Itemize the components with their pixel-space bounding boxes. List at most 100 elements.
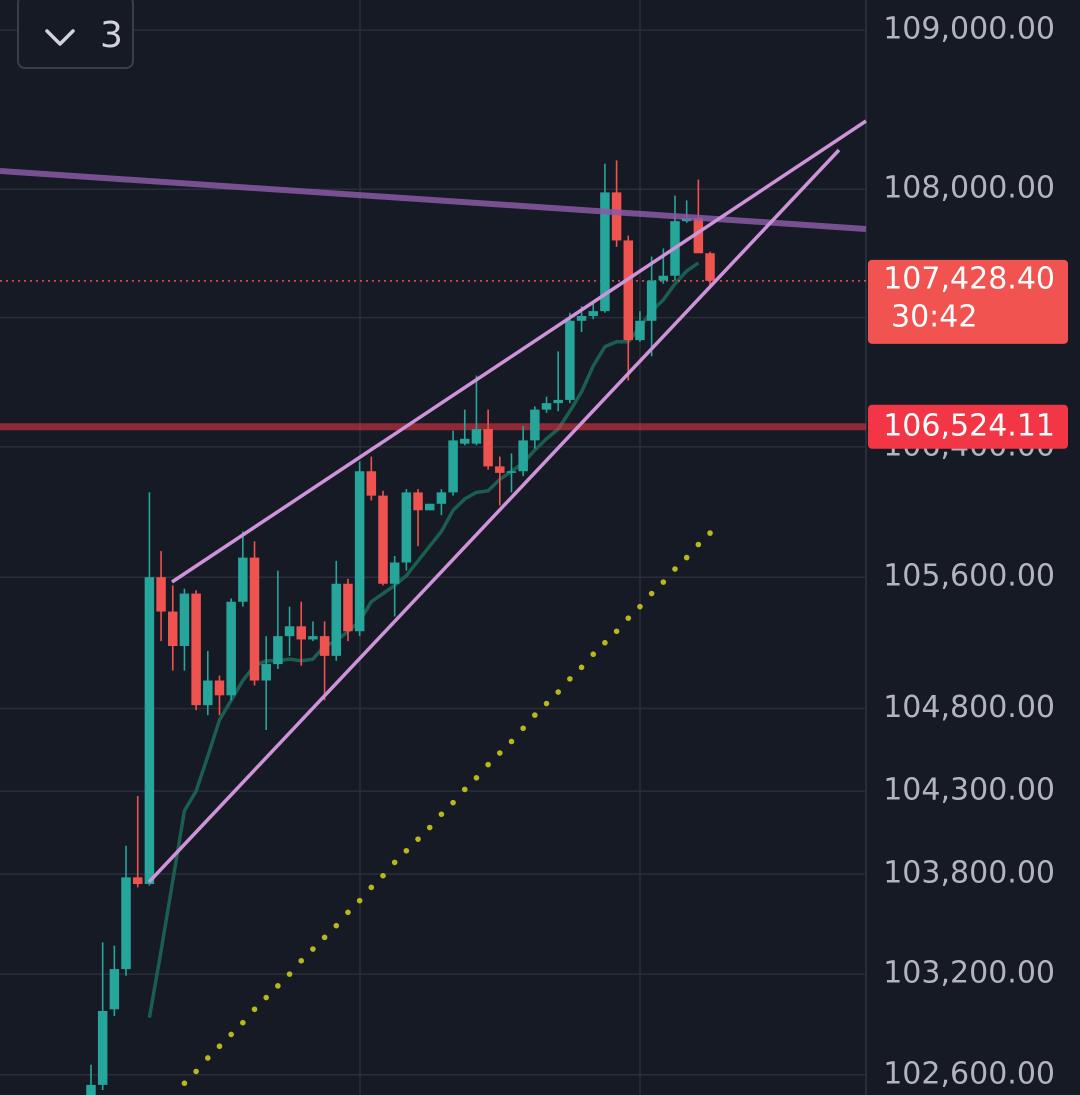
sar-dot xyxy=(193,1068,199,1075)
candle-body xyxy=(214,680,225,696)
candle-body xyxy=(565,320,575,400)
sar-dot xyxy=(485,761,491,768)
candle-body xyxy=(471,429,482,444)
trend-line xyxy=(0,168,867,232)
candle-body xyxy=(121,877,131,970)
candle-body xyxy=(203,680,213,706)
candle-body xyxy=(132,877,143,885)
candle-body xyxy=(401,492,412,563)
sar-dot xyxy=(648,590,655,597)
candle-body xyxy=(261,664,271,681)
candle-body xyxy=(179,593,190,647)
candle-body xyxy=(541,403,552,410)
sar-dot xyxy=(613,628,620,635)
candle-body xyxy=(273,636,283,665)
toggle-box[interactable] xyxy=(17,0,134,69)
sar-dot xyxy=(438,811,445,818)
candle-body xyxy=(343,583,353,632)
indicator-toggle[interactable]: 3 xyxy=(17,0,134,69)
sar-dot xyxy=(497,750,503,756)
candle-body xyxy=(600,192,610,312)
sar-dot xyxy=(426,824,433,831)
sar-dot xyxy=(637,603,643,610)
candle-body xyxy=(553,399,563,404)
candle-body xyxy=(389,562,400,584)
candle-body xyxy=(156,577,166,612)
sar-dot xyxy=(450,799,456,806)
candle-body xyxy=(495,466,505,473)
sar-dot xyxy=(403,847,410,854)
candle-body xyxy=(483,429,493,467)
candle-body xyxy=(109,969,120,1010)
candle-body xyxy=(646,280,657,321)
candle-body xyxy=(238,557,248,602)
drawings xyxy=(0,119,867,884)
alert-level-label: 106,524.11 xyxy=(883,408,1055,443)
candle-body xyxy=(518,440,528,472)
sar-dot xyxy=(543,700,550,707)
sar-dot xyxy=(590,651,597,658)
sar-dot xyxy=(216,1043,223,1050)
sar-dot xyxy=(508,738,515,745)
candle-body xyxy=(366,471,377,496)
candle-body xyxy=(635,320,645,341)
sar-dot xyxy=(228,1031,234,1038)
sar-dot xyxy=(695,541,702,548)
sar-dot xyxy=(683,554,690,561)
candle-body xyxy=(354,471,365,632)
candle-body xyxy=(378,495,388,584)
y-tick-label: 109,000.00 xyxy=(883,12,1055,47)
sar-dot xyxy=(240,1019,246,1026)
sar-dot xyxy=(415,836,421,842)
candle-body xyxy=(424,503,435,511)
chevron-icon xyxy=(45,29,75,46)
sar-dot xyxy=(660,579,667,585)
alert-level-box xyxy=(868,404,1068,449)
candle-body xyxy=(191,593,201,706)
sar-dot xyxy=(473,775,480,781)
y-tick-label: 104,800.00 xyxy=(883,690,1055,725)
sar-dot xyxy=(251,1006,258,1013)
sar-dot xyxy=(205,1055,211,1061)
y-tick-label: 108,000.00 xyxy=(883,171,1055,206)
sar-dot xyxy=(263,994,270,1001)
candle-body xyxy=(284,626,295,637)
sar-dot xyxy=(356,897,363,904)
y-tick-label: 104,300.00 xyxy=(883,773,1055,808)
candle-body xyxy=(658,275,669,281)
candles xyxy=(86,160,715,1095)
sar-dot xyxy=(567,676,573,682)
candle-body xyxy=(296,626,306,640)
channel-upper-line xyxy=(171,119,867,584)
candle-body xyxy=(168,611,178,647)
candle-body xyxy=(144,577,155,885)
candle-body xyxy=(413,492,423,511)
candle-body xyxy=(460,438,470,444)
sar-dot xyxy=(345,909,351,916)
sar-dot xyxy=(520,725,526,732)
sar-dot xyxy=(181,1080,188,1087)
indicator-count: 3 xyxy=(100,15,123,56)
candle-body xyxy=(308,636,318,640)
sar-dot xyxy=(321,934,328,941)
sar-dot xyxy=(298,957,305,964)
candle-body xyxy=(530,409,540,441)
indicators xyxy=(0,261,866,1087)
candle-body xyxy=(86,1084,96,1095)
candle-body xyxy=(623,240,634,341)
sar-dot xyxy=(461,786,468,793)
candle-body xyxy=(588,311,598,316)
candle-body xyxy=(693,217,704,254)
last-price-label: 107,428.40 xyxy=(883,261,1055,296)
candle-body xyxy=(226,601,236,696)
last-price-box xyxy=(868,259,1068,344)
sar-dot xyxy=(672,566,678,572)
candle-body xyxy=(436,492,447,504)
sar-dot xyxy=(555,689,561,695)
candle-body xyxy=(331,583,342,656)
sar-dot xyxy=(532,712,538,718)
candle-body xyxy=(705,253,715,281)
y-tick-label: 105,600.00 xyxy=(883,559,1055,594)
